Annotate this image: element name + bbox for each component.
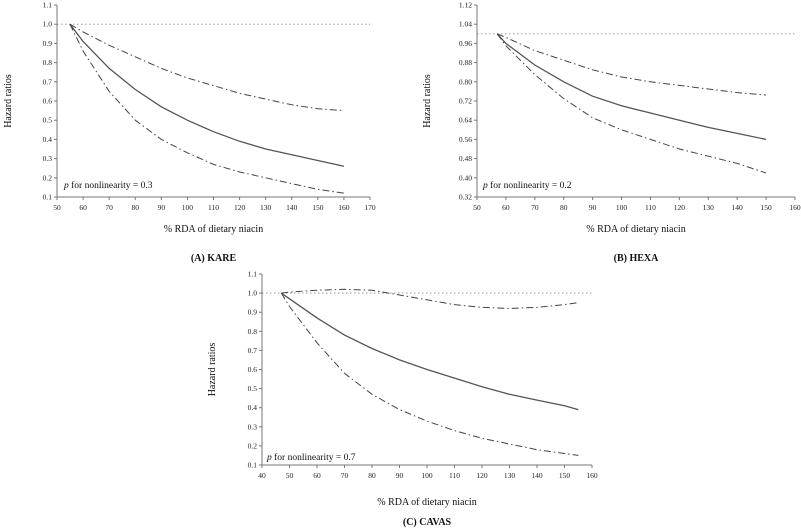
x-tick-label: 50 bbox=[53, 203, 61, 212]
y-tick-label: 0.1 bbox=[248, 461, 258, 470]
ci-line-cavas-1 bbox=[281, 288, 579, 309]
y-tick-label: 0.9 bbox=[248, 308, 258, 317]
y-tick-label: 1.1 bbox=[248, 270, 258, 279]
x-tick-label: 140 bbox=[286, 203, 298, 212]
panel-label: (A) KARE bbox=[191, 253, 237, 264]
x-tick-label: 70 bbox=[341, 471, 349, 480]
y-tick-label: 1.0 bbox=[248, 289, 258, 298]
y-tick-label: 0.9 bbox=[43, 39, 53, 48]
hazard-ratio-line-cavas-0 bbox=[280, 292, 579, 411]
nonlinearity-annotation: p for nonlinearity = 0.7 bbox=[266, 452, 356, 463]
x-tick-label: 100 bbox=[421, 471, 433, 480]
x-tick-label: 90 bbox=[396, 471, 404, 480]
x-tick-label: 150 bbox=[559, 471, 571, 480]
y-tick-label: 0.72 bbox=[459, 97, 472, 106]
x-tick-label: 70 bbox=[531, 203, 539, 212]
y-tick-label: 0.5 bbox=[248, 384, 258, 393]
x-tick-label: 170 bbox=[364, 203, 376, 212]
y-tick-label: 0.64 bbox=[459, 116, 472, 125]
y-axis-title: Hazard ratios bbox=[422, 74, 433, 128]
y-tick-label: 0.48 bbox=[459, 154, 472, 163]
y-tick-label: 0.80 bbox=[459, 77, 472, 86]
ci-line-kare-1 bbox=[69, 23, 344, 112]
x-tick-label: 80 bbox=[368, 471, 376, 480]
x-tick-label: 120 bbox=[674, 203, 686, 212]
nonlinearity-annotation: p for nonlinearity = 0.3 bbox=[63, 180, 153, 191]
y-tick-label: 0.2 bbox=[43, 173, 53, 182]
panel-label: (B) HEXA bbox=[614, 253, 660, 264]
x-tick-label: 110 bbox=[449, 471, 460, 480]
y-tick-label: 0.8 bbox=[248, 327, 258, 336]
x-tick-label: 130 bbox=[703, 203, 715, 212]
y-tick-label: 0.2 bbox=[248, 441, 258, 450]
x-tick-label: 50 bbox=[286, 471, 294, 480]
x-tick-label: 60 bbox=[502, 203, 510, 212]
x-axis-title: % RDA of dietary niacin bbox=[586, 224, 685, 235]
y-tick-label: 0.4 bbox=[43, 135, 53, 144]
x-axis-title: % RDA of dietary niacin bbox=[377, 497, 476, 508]
x-tick-label: 150 bbox=[760, 203, 772, 212]
hazard-ratio-line-kare-0 bbox=[69, 23, 345, 167]
panel-label: (C) CAVAS bbox=[403, 517, 452, 528]
y-tick-label: 0.88 bbox=[459, 58, 472, 67]
x-tick-label: 130 bbox=[260, 203, 272, 212]
panel-hexa: 0.32 0.40 0.48 0.56 0.64 0.72 0.80 0.88 0.96 1.04… bbox=[422, 1, 801, 265]
y-tick-label: 0.8 bbox=[43, 58, 53, 67]
x-tick-label: 80 bbox=[560, 203, 568, 212]
x-tick-label: 70 bbox=[105, 203, 113, 212]
y-tick-label: 0.7 bbox=[248, 346, 258, 355]
y-tick-label: 1.04 bbox=[459, 20, 472, 29]
x-tick-label: 100 bbox=[182, 203, 194, 212]
y-tick-label: 0.3 bbox=[248, 422, 258, 431]
x-tick-label: 150 bbox=[312, 203, 324, 212]
x-axis-title: % RDA of dietary niacin bbox=[164, 224, 263, 235]
x-tick-label: 80 bbox=[132, 203, 140, 212]
nonlinearity-annotation: p for nonlinearity = 0.2 bbox=[482, 180, 572, 191]
x-tick-label: 130 bbox=[504, 471, 516, 480]
y-tick-label: 0.4 bbox=[248, 403, 258, 412]
y-axis-title: Hazard ratios bbox=[3, 74, 14, 128]
y-tick-label: 0.32 bbox=[459, 193, 472, 202]
x-tick-label: 140 bbox=[531, 471, 543, 480]
x-tick-label: 50 bbox=[473, 203, 481, 212]
y-tick-label: 0.7 bbox=[43, 77, 53, 86]
x-tick-label: 140 bbox=[732, 203, 744, 212]
x-tick-label: 40 bbox=[258, 471, 266, 480]
x-tick-label: 120 bbox=[476, 471, 488, 480]
y-tick-label: 0.56 bbox=[459, 135, 472, 144]
panel-cavas: 0.1 0.2 0.3 0.4 0.5 0.6 0.7 0.8 0.9 1.0 1.1 40 50 60 7… bbox=[207, 270, 598, 529]
x-tick-label: 60 bbox=[79, 203, 87, 212]
x-tick-label: 90 bbox=[158, 203, 166, 212]
x-tick-label: 160 bbox=[789, 203, 801, 212]
x-tick-label: 100 bbox=[616, 203, 628, 212]
ci-line-hexa-1 bbox=[497, 33, 767, 96]
y-tick-label: 0.5 bbox=[43, 116, 53, 125]
x-tick-label: 60 bbox=[313, 471, 321, 480]
y-tick-label: 0.3 bbox=[43, 154, 53, 163]
hazard-ratio-line-hexa-0 bbox=[496, 33, 767, 141]
x-tick-label: 120 bbox=[234, 203, 246, 212]
y-tick-label: 1.12 bbox=[459, 1, 472, 10]
panel-kare: 0.1 0.2 0.3 0.4 0.5 0.6 0.7 0.8 0.9 1.0 1.1 50 60 70 8… bbox=[3, 1, 376, 265]
y-tick-label: 1.1 bbox=[43, 1, 53, 10]
ci-line-hexa-2 bbox=[496, 33, 767, 174]
y-tick-label: 0.40 bbox=[459, 173, 472, 182]
ci-line-cavas-2 bbox=[280, 292, 579, 456]
y-tick-label: 1.0 bbox=[43, 20, 53, 29]
x-tick-label: 110 bbox=[208, 203, 219, 212]
ci-line-kare-2 bbox=[69, 23, 344, 194]
x-tick-label: 110 bbox=[645, 203, 656, 212]
y-tick-label: 0.6 bbox=[248, 365, 258, 374]
x-tick-label: 160 bbox=[338, 203, 350, 212]
y-axis-title: Hazard ratios bbox=[207, 343, 218, 397]
x-tick-label: 90 bbox=[589, 203, 597, 212]
y-tick-label: 0.1 bbox=[43, 193, 53, 202]
y-tick-label: 0.6 bbox=[43, 97, 53, 106]
y-tick-label: 0.96 bbox=[459, 39, 472, 48]
x-tick-label: 160 bbox=[586, 471, 598, 480]
